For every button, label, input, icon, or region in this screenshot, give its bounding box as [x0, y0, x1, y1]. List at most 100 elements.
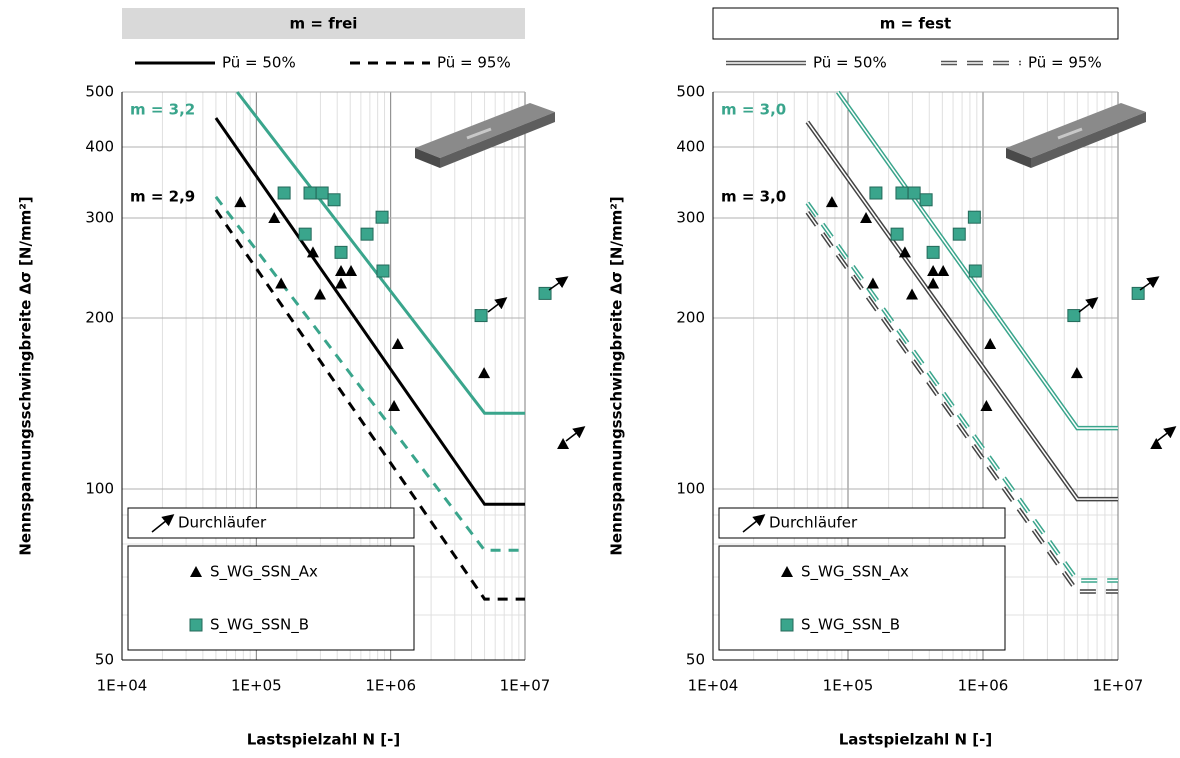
legend-label: Durchläufer: [178, 514, 267, 532]
x-tick-label: 1E+07: [500, 677, 551, 695]
y-tick-label: 200: [85, 309, 114, 327]
x-tick-label: 1E+04: [688, 677, 739, 695]
y-tick-label: 400: [85, 138, 114, 156]
legend-label: Pü = 50%: [222, 54, 296, 72]
data-point: [327, 193, 341, 207]
data-point: [277, 186, 291, 200]
chart-title: m = fest: [880, 15, 951, 33]
data-point: [984, 338, 997, 350]
y-tick-label: 100: [676, 480, 705, 498]
y-tick-label: 500: [85, 83, 114, 101]
legend-label: S_WG_SSN_Ax: [210, 563, 318, 582]
data-point: [895, 186, 909, 200]
data-point: [919, 193, 933, 207]
data-point: [968, 264, 982, 278]
data-point: [1150, 438, 1163, 450]
sn-curve: [214, 117, 525, 506]
data-point: [906, 288, 919, 300]
title-box: [122, 8, 525, 39]
y-tick-label: 400: [676, 138, 705, 156]
sn-curve: [214, 195, 525, 552]
data-point: [335, 277, 348, 289]
legend-label: S_WG_SSN_B: [210, 616, 309, 635]
data-point: [345, 265, 358, 277]
data-point: [478, 367, 491, 379]
y-tick-label: 300: [676, 209, 705, 227]
legend-box: [718, 545, 1006, 651]
y-tick-label: 50: [686, 651, 705, 669]
data-point: [557, 438, 570, 450]
legend-label: Pü = 95%: [1028, 54, 1102, 72]
sn-curve-inner: [806, 121, 1118, 500]
data-point: [275, 277, 288, 289]
data-point: [306, 246, 319, 258]
legend-box: [718, 507, 1006, 539]
x-tick-label: 1E+05: [231, 677, 282, 695]
data-point: [388, 400, 401, 412]
data-point: [360, 227, 374, 241]
legend-label: Pü = 95%: [437, 54, 511, 72]
data-point: [952, 227, 966, 241]
data-point: [898, 246, 911, 258]
data-point: [1070, 367, 1083, 379]
data-point: [866, 277, 879, 289]
legend-box: [127, 545, 415, 651]
annotation: m = 3,0: [721, 188, 786, 206]
x-axis-label: Lastspielzahl N [-]: [247, 731, 401, 749]
annotation: m = 3,2: [130, 101, 195, 119]
data-point: [234, 196, 247, 208]
annotation: m = 2,9: [130, 188, 195, 206]
x-tick-label: 1E+05: [823, 677, 874, 695]
data-point: [926, 245, 940, 259]
data-point: [890, 227, 904, 241]
runout-arrows: [151, 276, 1177, 533]
y-tick-label: 300: [85, 209, 114, 227]
data-point: [315, 186, 329, 200]
data-point: [474, 309, 488, 323]
legend-box: [127, 507, 415, 539]
specimen-icon: [415, 103, 555, 168]
legend-label: Durchläufer: [769, 514, 858, 532]
x-tick-label: 1E+06: [365, 677, 416, 695]
data-point: [334, 245, 348, 259]
y-axis-label: Nennspannungsschwingbreite Δσ [N/mm²]: [17, 196, 35, 555]
y-axis-label: Nennspannungsschwingbreite Δσ [N/mm²]: [608, 196, 626, 555]
data-point: [1067, 309, 1081, 323]
data-point: [376, 264, 390, 278]
x-axis-label: Lastspielzahl N [-]: [839, 731, 993, 749]
legend-marker: [781, 566, 793, 577]
legend-marker: [780, 618, 794, 632]
data-point: [375, 210, 389, 224]
legend-label: S_WG_SSN_Ax: [801, 563, 909, 582]
data-point: [314, 288, 327, 300]
data-point: [298, 227, 312, 241]
data-point: [825, 196, 838, 208]
data-point: [1131, 286, 1145, 300]
legend-marker: [190, 566, 202, 577]
data-point: [907, 186, 921, 200]
data-point: [927, 265, 940, 277]
data-point: [335, 265, 348, 277]
legend-label: S_WG_SSN_B: [801, 616, 900, 635]
data-point: [303, 186, 317, 200]
data-point: [980, 400, 993, 412]
x-tick-label: 1E+07: [1093, 677, 1144, 695]
y-tick-label: 200: [676, 309, 705, 327]
title-box: [712, 7, 1119, 40]
annotation: m = 3,0: [721, 101, 786, 119]
data-point: [927, 277, 940, 289]
y-tick-label: 500: [676, 83, 705, 101]
data-point: [268, 212, 281, 224]
data-point: [860, 212, 873, 224]
data-point: [391, 338, 404, 350]
x-tick-label: 1E+04: [97, 677, 148, 695]
data-point: [937, 265, 950, 277]
chart-title: m = frei: [290, 15, 358, 33]
data-point: [538, 286, 552, 300]
sn-curve-inner: [837, 91, 1118, 429]
legend-marker: [189, 618, 203, 632]
data-point: [869, 186, 883, 200]
data-point: [967, 210, 981, 224]
x-tick-label: 1E+06: [958, 677, 1009, 695]
